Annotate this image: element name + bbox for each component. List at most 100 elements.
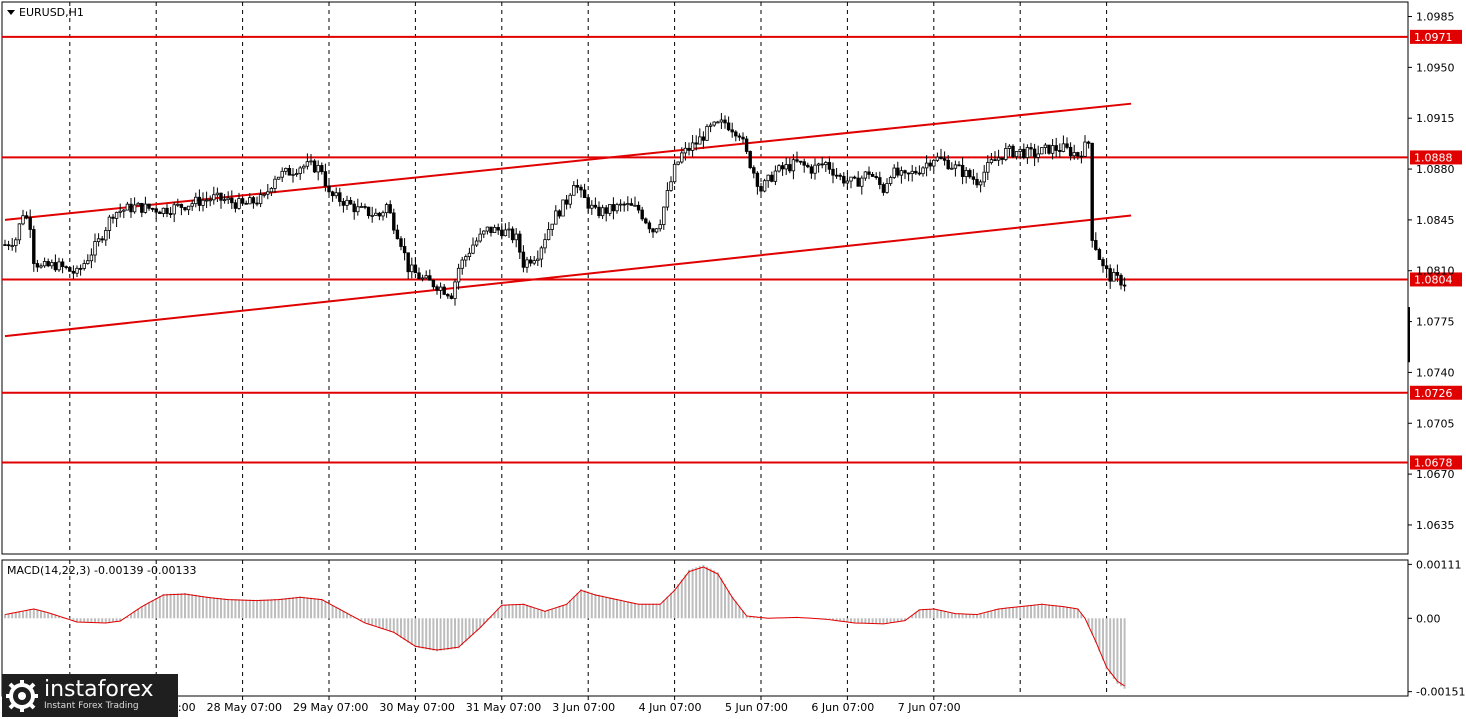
candle-body bbox=[467, 252, 472, 258]
candle-body bbox=[878, 177, 882, 185]
candle-body bbox=[554, 210, 558, 225]
candle-body bbox=[932, 159, 936, 167]
candle-body bbox=[460, 259, 464, 269]
channel-line bbox=[4, 214, 1132, 338]
macd-tick-label: 0.00111 bbox=[1416, 558, 1462, 571]
candle-body bbox=[1032, 148, 1037, 158]
macd-tick-label: -0.00151 bbox=[1416, 686, 1465, 699]
candle-body bbox=[845, 180, 850, 184]
candle-body bbox=[694, 142, 698, 145]
candle-body bbox=[39, 265, 43, 268]
candle-body bbox=[35, 263, 40, 268]
candle-body bbox=[885, 183, 889, 193]
candle-body bbox=[543, 239, 547, 249]
level-price-label: 1.0726 bbox=[1414, 387, 1453, 400]
candle-body bbox=[982, 171, 986, 183]
candle-body bbox=[500, 229, 504, 237]
candle-body bbox=[762, 180, 767, 192]
candle-body bbox=[50, 262, 54, 267]
candle-body bbox=[575, 185, 580, 188]
candle-body bbox=[953, 164, 958, 169]
candle-body bbox=[244, 202, 248, 205]
candle-body bbox=[399, 238, 403, 247]
candle-body bbox=[687, 147, 691, 151]
candle-body bbox=[1068, 146, 1073, 157]
candle-body bbox=[251, 197, 256, 204]
candle-body bbox=[755, 172, 760, 187]
candle-body bbox=[615, 204, 619, 212]
candle-body bbox=[1007, 145, 1012, 149]
collapse-triangle-icon[interactable] bbox=[7, 10, 15, 15]
candle-body bbox=[485, 226, 490, 232]
candle-body bbox=[356, 206, 360, 213]
candle-body bbox=[831, 168, 835, 176]
candle-body bbox=[867, 171, 871, 175]
candle-body bbox=[1036, 153, 1040, 158]
candle-body bbox=[525, 259, 529, 268]
macd-signal-line bbox=[4, 566, 1125, 687]
candle-body bbox=[96, 238, 101, 242]
symbol-title: EURUSD,H1 bbox=[19, 6, 84, 19]
candle-body bbox=[1047, 144, 1051, 154]
time-tick-label: 31 May 07:00 bbox=[466, 701, 541, 714]
candle-body bbox=[287, 167, 292, 176]
candle-body bbox=[240, 198, 245, 204]
candle-body bbox=[536, 258, 540, 262]
candle-body bbox=[186, 205, 191, 211]
logo-brand: instaforex bbox=[44, 677, 154, 702]
candle-body bbox=[820, 163, 824, 166]
candle-body bbox=[237, 198, 241, 209]
level-price-badge bbox=[1410, 150, 1462, 165]
candle-body bbox=[881, 184, 886, 193]
candle-body bbox=[759, 186, 763, 192]
candle-body bbox=[1043, 144, 1048, 148]
candle-body bbox=[662, 206, 666, 226]
price-tick-label: 1.0810 bbox=[1416, 265, 1455, 278]
candle-body bbox=[654, 228, 659, 233]
time-tick-label: 5 Jun 07:00 bbox=[725, 701, 788, 714]
candle-body bbox=[896, 167, 900, 176]
candle-body bbox=[1104, 265, 1109, 269]
candle-body bbox=[903, 170, 907, 174]
candle-body bbox=[86, 260, 90, 264]
candle-body bbox=[489, 226, 493, 233]
candle-body bbox=[744, 138, 749, 152]
candle-body bbox=[924, 162, 929, 169]
candle-body bbox=[770, 174, 774, 182]
price-tick-label: 1.0985 bbox=[1416, 11, 1455, 24]
candle-body bbox=[579, 186, 583, 191]
candle-body bbox=[395, 229, 400, 240]
candle-body bbox=[233, 202, 238, 209]
candle-body bbox=[734, 131, 738, 137]
candle-body bbox=[1004, 148, 1008, 160]
candle-body bbox=[892, 167, 896, 178]
candle-body bbox=[550, 223, 554, 230]
candle-body bbox=[644, 218, 648, 224]
candle-body bbox=[942, 158, 947, 161]
candle-body bbox=[860, 177, 864, 187]
candle-body bbox=[798, 160, 803, 163]
candle-body bbox=[539, 247, 544, 260]
candle-body bbox=[262, 193, 266, 196]
candle-body bbox=[528, 259, 533, 264]
candle-body bbox=[626, 203, 630, 206]
candle-body bbox=[618, 203, 623, 206]
candle-body bbox=[165, 207, 169, 214]
candle-body bbox=[658, 224, 662, 230]
candle-body bbox=[716, 121, 720, 124]
candle-body bbox=[676, 161, 680, 165]
candle-body bbox=[46, 261, 50, 267]
candle-body bbox=[1054, 145, 1058, 151]
candle-body bbox=[1101, 259, 1105, 267]
candle-body bbox=[636, 204, 641, 211]
candle-body bbox=[816, 163, 821, 166]
candle-body bbox=[838, 174, 842, 177]
candle-body bbox=[507, 228, 511, 231]
candle-body bbox=[320, 165, 324, 173]
level-price-badge bbox=[1410, 455, 1462, 470]
candle-body bbox=[1122, 284, 1127, 287]
candle-body bbox=[222, 199, 227, 202]
macd-tick-label: 0.00 bbox=[1416, 612, 1441, 625]
candle-body bbox=[680, 152, 684, 163]
